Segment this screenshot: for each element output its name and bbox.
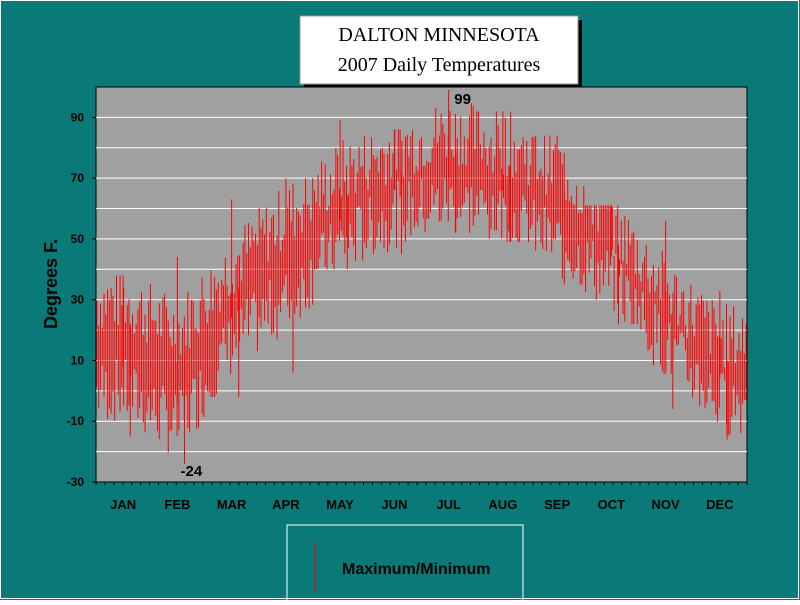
y-axis-label: Degrees F. bbox=[41, 239, 61, 329]
legend-label: Maximum/Minimum bbox=[342, 561, 490, 578]
x-axis-ticks: JAN FEB MAR APR MAY JUN JUL AUG SEP OCT NOV DEC bbox=[95, 482, 748, 512]
x-tick-label: MAR bbox=[217, 497, 247, 512]
x-tick-label: OCT bbox=[598, 497, 626, 512]
y-tick-label: -10 bbox=[67, 414, 85, 428]
x-tick-label: AUG bbox=[488, 497, 517, 512]
x-tick-label: DEC bbox=[706, 497, 734, 512]
y-tick-label: 70 bbox=[71, 171, 85, 185]
annotation-min: -24 bbox=[181, 463, 203, 480]
x-tick-label: JUL bbox=[436, 497, 461, 512]
x-tick-label: FEB bbox=[164, 497, 190, 512]
legend: Maximum/Minimum bbox=[286, 524, 524, 605]
x-tick-label: SEP bbox=[544, 497, 570, 512]
x-tick-label: MAY bbox=[326, 497, 354, 512]
x-tick-label: JAN bbox=[110, 497, 136, 512]
annotation-max: 99 bbox=[454, 91, 471, 108]
chart-subtitle: 2007 Daily Temperatures bbox=[338, 54, 541, 76]
temperature-bars bbox=[96, 90, 747, 464]
annotations: 99 -24 bbox=[181, 91, 471, 480]
y-axis-ticks: -30 -10 10 30 50 70 90 bbox=[67, 110, 96, 489]
y-tick-label: 30 bbox=[71, 293, 85, 307]
legend-box bbox=[286, 524, 524, 605]
chart-title: DALTON MINNESOTA bbox=[338, 24, 540, 46]
x-tick-label: JUN bbox=[381, 497, 407, 512]
y-tick-label: 90 bbox=[71, 110, 85, 124]
y-tick-label: 10 bbox=[71, 353, 85, 367]
y-tick-label: 50 bbox=[71, 232, 85, 246]
title-box: DALTON MINNESOTA 2007 Daily Temperatures bbox=[299, 15, 582, 88]
x-tick-label: NOV bbox=[652, 497, 681, 512]
x-tick-label: APR bbox=[272, 497, 300, 512]
y-tick-label: -30 bbox=[67, 475, 85, 489]
gridlines bbox=[96, 116, 747, 453]
